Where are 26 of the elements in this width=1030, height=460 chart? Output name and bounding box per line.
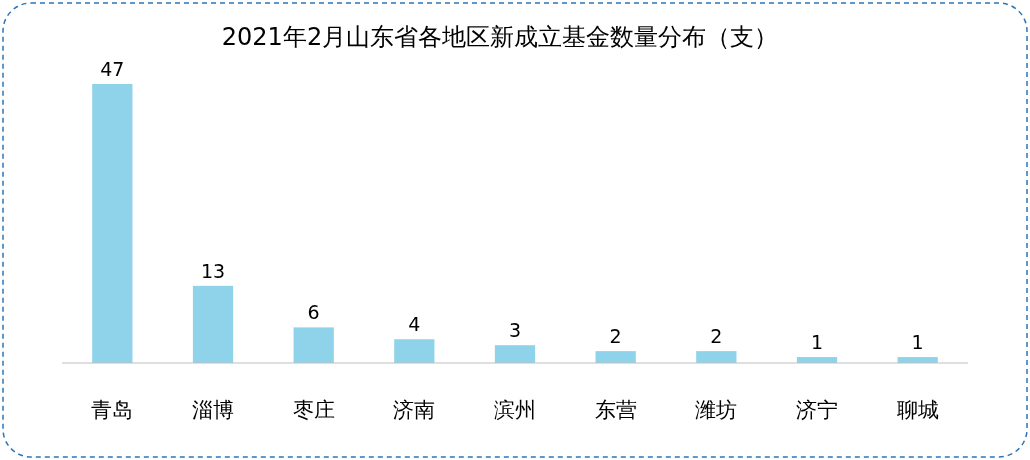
x-tick-label: 东营 <box>594 398 637 422</box>
bar <box>192 285 234 363</box>
x-tick-label: 济宁 <box>796 398 838 422</box>
data-label: 13 <box>200 259 226 282</box>
bar <box>92 84 133 363</box>
chart-title: 2021年2月山东省各地区新成立基金数量分布（支） <box>221 23 779 51</box>
data-label: 4 <box>408 313 421 336</box>
data-label: 2 <box>710 325 723 348</box>
bar <box>595 351 636 363</box>
data-label: 1 <box>911 331 924 354</box>
data-label: 6 <box>307 301 320 324</box>
data-label: 47 <box>100 58 125 80</box>
bar <box>293 327 334 363</box>
x-tick-label: 潍坊 <box>695 398 738 422</box>
x-tick-label: 枣庄 <box>292 398 335 422</box>
data-label: 1 <box>810 331 824 354</box>
x-tick-label: 滨州 <box>494 398 536 422</box>
bar <box>394 339 435 363</box>
bar <box>494 345 536 363</box>
data-label: 3 <box>508 319 522 342</box>
bar <box>696 351 737 363</box>
x-tick-label: 淄博 <box>192 398 234 422</box>
x-tick-label: 青岛 <box>91 398 134 422</box>
data-label: 2 <box>609 325 622 348</box>
x-tick-label: 济南 <box>393 398 436 422</box>
x-tick-label: 聊城 <box>896 398 939 422</box>
